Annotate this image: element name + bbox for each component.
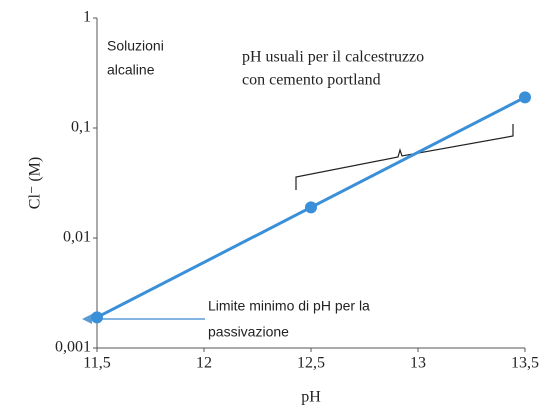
x-tick-label: 12 (196, 355, 212, 372)
x-tick-label: 13,5 (511, 355, 539, 372)
y-tick-label: 0,01 (63, 229, 91, 246)
y-tick-label: 0,001 (55, 339, 91, 356)
y-axis-label: Cl⁻ (M) (27, 157, 44, 209)
x-tick-label: 12,5 (297, 355, 325, 372)
x-axis-label: pH (301, 389, 321, 406)
annotation: con cemento portland (242, 72, 381, 89)
point (519, 91, 531, 104)
annotation: alcaline (107, 62, 155, 78)
annotation: pH usuali per il calcestruzzo (242, 49, 424, 66)
annotation: Limite minimo di pH per la (208, 298, 370, 314)
point (305, 201, 317, 214)
annotation: passivazione (208, 324, 289, 340)
arrow-head (82, 314, 92, 324)
y-tick-label: 0,1 (71, 119, 91, 136)
point (91, 311, 103, 324)
y-tick-label: 1 (83, 9, 91, 26)
x-tick-label: 11,5 (83, 355, 110, 372)
x-tick-label: 13 (410, 355, 426, 372)
bracket (295, 124, 514, 190)
annotation: Soluzioni (107, 38, 164, 54)
